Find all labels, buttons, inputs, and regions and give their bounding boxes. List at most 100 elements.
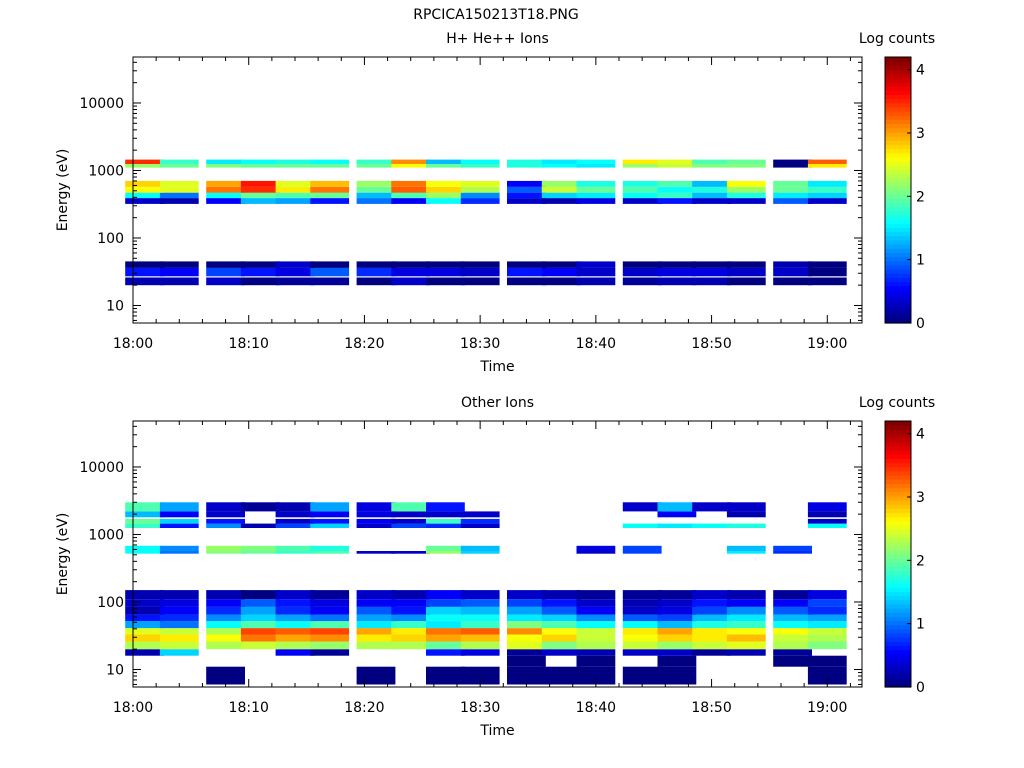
heatmap-cell	[576, 621, 616, 629]
heatmap-cells	[125, 502, 847, 685]
heatmap-cell	[692, 159, 731, 164]
heatmap-cell	[391, 192, 431, 199]
heatmap-cell	[541, 628, 581, 635]
colorbar-segment	[885, 429, 911, 435]
heatmap-cell	[310, 649, 350, 656]
heatmap-cell	[391, 634, 431, 642]
colorbar-segment	[885, 682, 911, 688]
heatmap-cell	[541, 634, 581, 642]
heatmap-cell	[159, 502, 199, 512]
heatmap-cell	[622, 614, 662, 622]
heatmap-cell	[275, 511, 315, 518]
heatmap-cell	[657, 641, 697, 650]
heatmap-cell	[773, 192, 812, 199]
heatmap-cell	[507, 590, 546, 600]
heatmap-cell	[159, 551, 199, 554]
heatmap-cell	[576, 614, 616, 622]
heatmap-cell	[657, 628, 697, 635]
heatmap-cell	[807, 634, 847, 642]
heatmap-cell	[240, 614, 280, 622]
heatmap-cell	[726, 180, 766, 187]
heatmap-cell	[310, 267, 350, 277]
heatmap-cell	[275, 180, 315, 187]
heatmap-cell	[657, 666, 697, 685]
heatmap-cell	[507, 159, 546, 164]
heatmap-cell	[240, 523, 280, 528]
colorbar-segment	[885, 466, 911, 472]
y-axis-label: Energy (eV)	[55, 149, 71, 232]
heatmap-cell	[726, 628, 766, 635]
heatmap-cell	[576, 545, 616, 551]
heatmap-cell	[125, 518, 164, 524]
colorbar-frame	[884, 56, 912, 324]
heatmap-cell	[391, 180, 431, 187]
colorbar-segment	[885, 653, 911, 659]
heatmap-cell	[125, 277, 164, 286]
heatmap-cell	[310, 634, 350, 642]
heatmap-cell	[692, 621, 731, 629]
x-tick-label: 18:20	[344, 336, 384, 352]
colorbar-segment	[885, 450, 911, 455]
heatmap-cell	[206, 551, 245, 554]
heatmap-cell	[807, 518, 847, 524]
colorbar-segment	[885, 566, 911, 572]
heatmap-cell	[159, 261, 199, 268]
heatmap-cell	[391, 590, 431, 600]
heatmap-cell	[159, 606, 199, 615]
x-tick-label: 19:00	[807, 700, 847, 716]
heatmap-cell	[657, 277, 697, 286]
colorbar-segment	[885, 314, 911, 320]
heatmap-cell	[541, 163, 581, 168]
heatmap-cell	[240, 267, 280, 277]
heatmap-cell	[125, 628, 164, 635]
x-tick-label: 18:20	[344, 700, 384, 716]
heatmap-cell	[391, 551, 431, 554]
colorbar-segment	[885, 425, 911, 430]
heatmap-cell	[356, 267, 396, 277]
colorbar-segment	[885, 670, 911, 676]
heatmap-cell	[460, 187, 500, 193]
colorbar-segment	[885, 206, 911, 212]
heatmap-cell	[240, 606, 280, 615]
heatmap-cell	[692, 628, 731, 635]
heatmap-cell	[240, 180, 280, 187]
heatmap-cell	[240, 502, 280, 512]
heatmap-cell	[622, 666, 662, 685]
heatmap-cell	[426, 666, 465, 685]
heatmap-cell	[275, 599, 315, 607]
heatmap-cell	[460, 518, 500, 524]
heatmap-cell	[460, 590, 500, 600]
heatmap-cell	[125, 614, 164, 622]
heatmap-cell	[391, 518, 431, 524]
heatmap-cell	[541, 159, 581, 164]
heatmap-cell	[773, 551, 812, 554]
heatmap-cell	[726, 163, 766, 168]
heatmap-cell	[460, 261, 500, 268]
colorbar-segment	[885, 504, 911, 509]
heatmap-cell	[460, 159, 500, 164]
heatmap-cell	[206, 267, 245, 277]
heatmap-cell	[426, 606, 465, 615]
heatmap-cell	[206, 198, 245, 204]
heatmap-cell	[275, 628, 315, 635]
colorbar-segment	[885, 612, 911, 617]
heatmap-cell	[773, 267, 812, 277]
heatmap-cell	[125, 599, 164, 607]
heatmap-cell	[356, 198, 396, 204]
colorbar-segment	[885, 194, 911, 199]
heatmap-cell	[391, 523, 431, 528]
colorbar-segment	[885, 495, 911, 501]
colorbar-segment	[885, 479, 911, 484]
heatmap-cell	[807, 180, 847, 187]
plot-frame	[132, 56, 863, 324]
heatmap-cell	[622, 590, 662, 600]
heatmap-cell	[310, 551, 350, 554]
heatmap-cell	[391, 606, 431, 615]
heatmap-cell	[576, 628, 616, 635]
heatmap-cell	[773, 180, 812, 187]
colorbar-segment	[885, 160, 911, 166]
heatmap-cell	[507, 163, 546, 168]
heatmap-cell	[576, 551, 616, 554]
y-tick-label: 1000	[88, 163, 124, 179]
heatmap-cell	[275, 267, 315, 277]
